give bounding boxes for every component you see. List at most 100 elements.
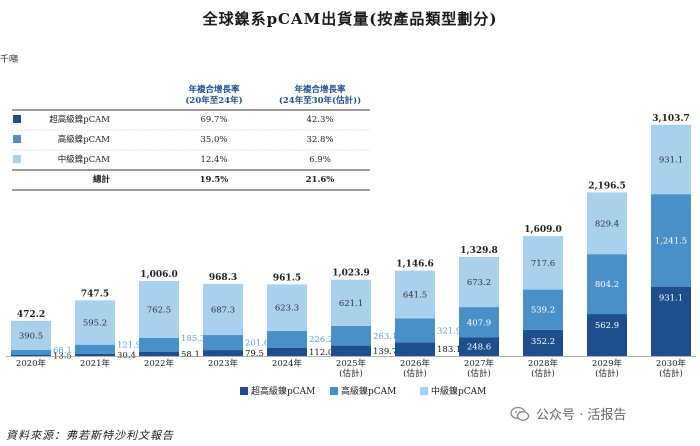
total-label: 1,609.0	[524, 225, 562, 235]
legend-swatch	[420, 387, 428, 395]
bar-segment-high	[651, 194, 691, 287]
table-cell-cagr-2024-2030: 32.8%	[306, 135, 333, 145]
legend-label: 超高級鎳pCAM	[251, 385, 315, 397]
total-label: 472.2	[17, 310, 45, 320]
table-row-label: 中級鎳pCAM	[58, 154, 111, 165]
value-label-ultra-high: 352.2	[531, 337, 555, 347]
x-axis-tick-label: 2022年	[144, 358, 175, 369]
value-label-medium: 595.2	[83, 318, 107, 328]
value-label-ultra-high: 112.0	[309, 348, 333, 358]
table-cell-cagr-2024-2030: 21.6%	[306, 175, 335, 185]
value-label-high: 804.2	[595, 280, 619, 290]
watermark: 公众号 · 活报告	[510, 404, 626, 423]
bar-segment-ultra-high	[523, 329, 563, 356]
value-label-ultra-high: 30.4	[117, 351, 136, 361]
bar-segment-ultra-high	[331, 345, 371, 356]
x-axis-tick-label: 2030年(估計)	[656, 358, 687, 379]
table-swatch	[13, 155, 21, 163]
value-label-high: 201.6	[245, 339, 269, 349]
bar-segment-medium	[331, 279, 371, 326]
table-row-label: 總計	[93, 174, 111, 185]
total-label: 747.5	[81, 289, 109, 299]
value-label-high: 68.1	[53, 346, 72, 356]
x-axis-tick-label: 2026年(估計)	[400, 358, 431, 379]
bar-segment-medium	[587, 192, 627, 255]
value-label-high: 185.3	[181, 334, 205, 344]
bar-segment-ultra-high	[11, 354, 51, 356]
x-axis-tick-label: 2021年	[80, 358, 111, 369]
value-label-medium: 762.5	[147, 305, 171, 315]
value-label-ultra-high: 58.1	[181, 350, 200, 360]
value-label-medium: 641.5	[403, 290, 427, 300]
value-label-medium: 390.5	[19, 331, 43, 341]
value-label-ultra-high: 139.7	[373, 347, 397, 357]
value-label-ultra-high: 248.6	[467, 343, 491, 353]
x-axis-tick-label: 2024年	[272, 358, 303, 369]
table-cell-cagr-2020-2024: 19.5%	[200, 175, 229, 185]
bar-segment-medium	[651, 124, 691, 195]
total-label: 1,146.6	[396, 260, 434, 270]
total-label: 1,023.9	[332, 269, 370, 279]
cagr-header-2020-2024: 年複合增長率(20年至24年)	[185, 84, 242, 106]
total-label: 2,196.5	[588, 181, 626, 191]
x-axis-tick-label: 2023年	[208, 358, 239, 369]
x-axis-tick-label: 2020年	[16, 358, 47, 369]
bar-segment-high	[11, 349, 51, 355]
unit-label: 千噸	[0, 55, 19, 65]
bar-segment-high	[267, 330, 307, 348]
table-cell-cagr-2024-2030: 6.9%	[309, 155, 331, 165]
bar-segment-medium	[11, 320, 51, 350]
value-label-medium: 623.3	[275, 304, 299, 314]
legend-swatch	[240, 387, 248, 395]
bar-segment-medium	[395, 270, 435, 319]
bar-segment-high	[587, 254, 627, 315]
bar-segment-medium	[267, 284, 307, 331]
table-swatch	[13, 135, 21, 143]
bar-segment-ultra-high	[75, 353, 115, 356]
value-label-medium: 673.2	[467, 278, 491, 288]
wechat-icon	[510, 406, 530, 421]
watermark-text: 公众号 · 活报告	[536, 408, 627, 423]
bar-segment-ultra-high	[203, 350, 243, 356]
bar-segment-medium	[459, 256, 499, 308]
bar-segment-high	[139, 337, 179, 352]
legend-swatch	[330, 387, 338, 395]
table-cell-cagr-2020-2024: 12.4%	[200, 155, 227, 165]
value-label-high: 321.9	[437, 326, 461, 336]
value-label-ultra-high: 79.5	[245, 349, 264, 359]
bar-segment-medium	[75, 300, 115, 345]
x-axis-tick-label: 2027年(估計)	[464, 358, 495, 379]
cagr-header-2024-2030: 年複合增長率(24年至30年(估計))	[279, 84, 361, 106]
value-label-ultra-high: 931.1	[659, 294, 683, 304]
bar-segment-ultra-high	[267, 347, 307, 356]
bar-segment-high	[459, 307, 499, 338]
total-label: 1,329.8	[460, 246, 498, 256]
bar-segment-medium	[203, 283, 243, 336]
bar-segment-high	[203, 335, 243, 351]
bar-segment-medium	[139, 281, 179, 338]
value-label-medium: 829.4	[595, 219, 619, 229]
value-label-high: 539.2	[531, 306, 555, 316]
bar-segment-high	[523, 289, 563, 330]
bar-segment-medium	[523, 236, 563, 290]
value-label-high: 121.9	[117, 341, 141, 351]
bar-segment-high	[331, 325, 371, 346]
bar-segment-high	[395, 318, 435, 343]
value-label-medium: 931.1	[659, 155, 683, 165]
value-label-high: 1,241.5	[655, 236, 687, 246]
bar-segment-ultra-high	[139, 351, 179, 356]
value-label-high: 226.2	[309, 335, 333, 345]
x-axis-tick-label: 2029年(估計)	[592, 358, 623, 379]
value-label-ultra-high: 562.9	[595, 321, 619, 331]
total-label: 961.5	[273, 273, 301, 283]
table-row-label: 高級鎳pCAM	[58, 134, 111, 145]
table-swatch	[13, 115, 21, 123]
value-label-medium: 717.6	[531, 259, 555, 269]
value-label-medium: 687.3	[211, 305, 235, 315]
chart-title: 全球鎳系pCAM出貨量(按產品類型劃分)	[202, 10, 498, 28]
total-label: 1,006.0	[140, 270, 178, 280]
bar-segment-ultra-high	[651, 286, 691, 356]
table-row-label: 超高級鎳pCAM	[49, 114, 110, 125]
legend-label: 中級鎳pCAM	[431, 385, 486, 397]
